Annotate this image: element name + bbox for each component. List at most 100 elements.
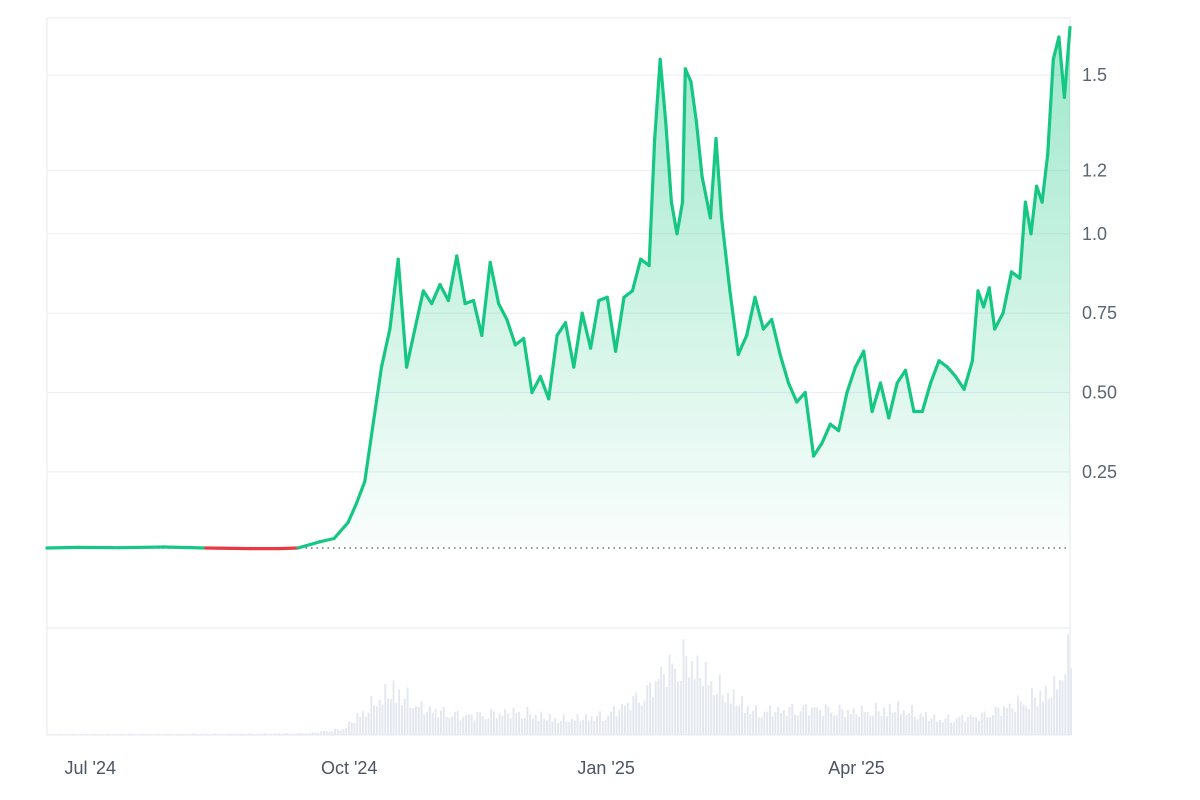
volume-bar: [769, 705, 771, 735]
volume-bar: [1003, 706, 1005, 735]
price-line-segment: [605, 295, 618, 353]
price-line-segment: [555, 321, 568, 337]
volume-bar: [986, 717, 989, 735]
y-tick-label: 1.0: [1082, 224, 1107, 244]
volume-bar: [158, 733, 161, 735]
volume-bar: [465, 715, 467, 735]
volume-bar: [958, 716, 961, 735]
volume-bar: [281, 733, 283, 735]
price-line-segment: [1001, 270, 1014, 315]
volume-bar: [1005, 707, 1008, 735]
volume-bar: [1011, 708, 1014, 735]
price-line-segment: [970, 289, 980, 363]
price-line-segment: [976, 289, 986, 309]
volume-bar: [172, 734, 175, 735]
price-line-segment: [836, 390, 849, 433]
volume-bar: [643, 700, 646, 735]
volume-bar: [785, 715, 788, 735]
volume-bar: [278, 733, 281, 735]
volume-bar: [1047, 698, 1050, 735]
volume-bar: [401, 705, 403, 735]
volume-bar: [122, 733, 125, 735]
price-line-segment: [1029, 184, 1039, 236]
volume-bar: [657, 679, 660, 735]
volume-bar: [629, 710, 632, 735]
price-line-segment: [658, 57, 668, 125]
volume-bar: [651, 697, 654, 735]
volume-bar: [727, 693, 729, 735]
volume-bar: [799, 711, 802, 735]
volume-bar: [197, 734, 200, 735]
volume-bar: [855, 714, 858, 735]
volume-bar: [52, 734, 55, 735]
volume-bar: [144, 733, 147, 735]
volume-bar: [523, 718, 526, 735]
price-line-segment: [714, 137, 724, 220]
price-line-segment: [497, 302, 509, 322]
price-line-segment: [622, 289, 635, 299]
price-line-segment: [664, 121, 674, 204]
volume-bar: [476, 711, 479, 735]
volume-bar: [562, 714, 565, 735]
volume-bar: [927, 720, 930, 735]
price-line-segment: [786, 381, 799, 404]
volume-bar: [481, 716, 484, 735]
volume-bar: [830, 712, 833, 735]
price-line-segment: [708, 137, 718, 220]
volume-bar: [1033, 697, 1036, 735]
price-line-segment: [962, 359, 975, 391]
price-area-fill: [47, 27, 1070, 549]
volume-bar: [755, 705, 757, 735]
volume-bar: [130, 733, 133, 735]
volume-bar: [306, 733, 309, 735]
volume-bar: [442, 706, 445, 735]
y-tick-label: 0.75: [1082, 303, 1117, 323]
volume-bar: [677, 681, 679, 735]
volume-bar: [58, 734, 60, 735]
volume-bar: [579, 721, 582, 735]
volume-bar: [766, 711, 769, 735]
volume-bar: [136, 734, 139, 735]
volume-bar: [637, 702, 640, 735]
volume-bar: [568, 722, 571, 735]
volume-bar: [166, 733, 169, 735]
volume-bar: [543, 718, 546, 735]
volume-bar: [375, 706, 378, 735]
volume-bar: [724, 702, 727, 735]
volume-bar: [431, 712, 434, 735]
volume-bar: [888, 703, 891, 735]
volume-bar: [702, 686, 704, 735]
volume-bar: [267, 733, 270, 735]
volume-bar: [978, 720, 980, 735]
volume-bar: [417, 707, 420, 735]
price-line-segment: [45, 545, 80, 550]
volume-bar: [774, 711, 777, 735]
volume-bar: [827, 706, 830, 735]
volume-bar: [950, 722, 952, 735]
volume-bar: [392, 680, 395, 735]
volume-bar: [60, 734, 63, 735]
x-tick-label: Oct '24: [321, 758, 377, 778]
volume-bar: [557, 723, 559, 735]
volume-bar: [816, 707, 819, 735]
volume-bar: [462, 717, 465, 735]
volume-bar: [777, 706, 780, 735]
volume-bar: [164, 733, 166, 735]
price-line-segment: [547, 333, 559, 401]
volume-bar: [844, 716, 847, 735]
volume-bars: [47, 634, 1072, 735]
price-line-segment: [572, 311, 584, 369]
price-line-segment: [728, 289, 740, 356]
volume-bar: [782, 710, 785, 735]
volume-bar: [490, 709, 493, 735]
volume-bar: [874, 702, 877, 735]
volume-bar: [479, 712, 481, 735]
volume-bar: [1056, 689, 1058, 735]
volume-bar: [866, 712, 869, 735]
volume-bar: [309, 733, 311, 735]
volume-bar: [102, 734, 105, 735]
volume-bar: [992, 715, 994, 735]
x-tick-label: Apr '25: [828, 758, 884, 778]
volume-bar: [49, 734, 52, 735]
